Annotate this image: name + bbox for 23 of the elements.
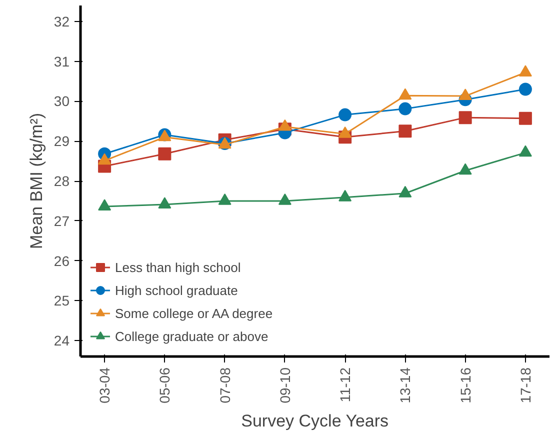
x-tick-label: 15-16: [457, 367, 474, 404]
x-tick-label: 13-14: [397, 367, 414, 404]
x-tick-label: 07-08: [216, 367, 233, 404]
legend-label: Some college or AA degree: [115, 306, 273, 320]
legend-label: Less than high school: [115, 260, 241, 274]
y-tick-label: 32: [54, 13, 70, 30]
y-tick-label: 27: [54, 212, 70, 229]
y-tick-label: 29: [54, 133, 70, 150]
x-tick-label: 17-18: [517, 367, 534, 404]
x-axis-title: Survey Cycle Years: [241, 411, 389, 430]
y-tick-label: 24: [54, 332, 70, 349]
y-tick-label: 26: [54, 252, 70, 269]
y-tick-label: 28: [54, 173, 70, 189]
legend-label: College graduate or above: [115, 328, 268, 344]
x-tick-label: 05-06: [156, 367, 173, 404]
y-tick-label: 31: [54, 53, 70, 70]
x-tick-label: 09-10: [276, 367, 293, 404]
y-tick-label: 30: [54, 93, 70, 110]
y-axis-title: Mean BMI (kg/m²): [26, 112, 46, 250]
x-tick-label: 03-04: [96, 367, 113, 404]
x-tick-label: 11-12: [337, 367, 354, 402]
y-tick-label: 25: [54, 292, 70, 309]
legend-label: High school graduate: [115, 282, 238, 298]
